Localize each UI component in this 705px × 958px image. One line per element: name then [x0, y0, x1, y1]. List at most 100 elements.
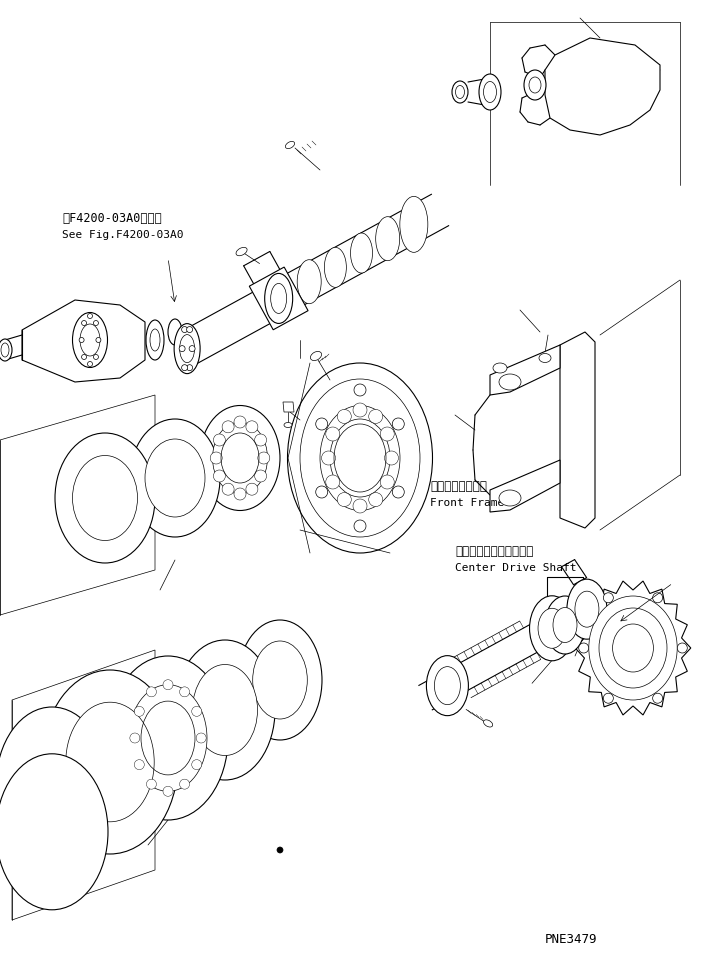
Polygon shape: [22, 300, 145, 382]
Ellipse shape: [130, 419, 220, 537]
Circle shape: [134, 760, 145, 769]
Circle shape: [189, 346, 195, 352]
Ellipse shape: [212, 422, 267, 494]
Ellipse shape: [108, 656, 228, 820]
Text: センタドライブシャフト: センタドライブシャフト: [455, 545, 534, 558]
Circle shape: [392, 486, 404, 498]
Text: フロントフレーム: フロントフレーム: [430, 480, 487, 493]
Ellipse shape: [288, 363, 432, 553]
Ellipse shape: [192, 665, 257, 756]
Polygon shape: [545, 38, 660, 135]
Ellipse shape: [66, 702, 154, 822]
Ellipse shape: [400, 196, 428, 252]
Circle shape: [192, 760, 202, 769]
Ellipse shape: [174, 324, 200, 374]
Ellipse shape: [499, 374, 521, 390]
Circle shape: [653, 593, 663, 603]
Circle shape: [316, 486, 328, 498]
Ellipse shape: [589, 596, 678, 700]
Circle shape: [246, 483, 258, 495]
Circle shape: [337, 409, 351, 423]
Circle shape: [214, 434, 226, 446]
Ellipse shape: [539, 354, 551, 362]
Ellipse shape: [129, 685, 207, 791]
Circle shape: [196, 733, 206, 743]
Ellipse shape: [493, 363, 507, 373]
Circle shape: [255, 434, 266, 446]
Ellipse shape: [150, 329, 160, 351]
Circle shape: [147, 779, 157, 789]
Ellipse shape: [613, 624, 654, 672]
Circle shape: [210, 452, 222, 464]
Ellipse shape: [484, 719, 493, 727]
Circle shape: [182, 365, 188, 371]
Circle shape: [187, 365, 192, 371]
Circle shape: [369, 492, 383, 507]
Ellipse shape: [0, 339, 12, 361]
Circle shape: [603, 593, 613, 603]
Circle shape: [87, 361, 92, 367]
Circle shape: [182, 327, 188, 332]
Ellipse shape: [376, 217, 400, 261]
Ellipse shape: [55, 433, 155, 563]
Circle shape: [603, 694, 613, 703]
Ellipse shape: [80, 324, 100, 356]
Circle shape: [180, 779, 190, 789]
Circle shape: [130, 733, 140, 743]
Circle shape: [79, 337, 84, 343]
Circle shape: [180, 687, 190, 696]
Circle shape: [653, 694, 663, 703]
Ellipse shape: [434, 667, 460, 705]
Circle shape: [354, 520, 366, 532]
Text: See Fig.F4200-03A0: See Fig.F4200-03A0: [62, 230, 183, 240]
Circle shape: [678, 643, 687, 653]
Circle shape: [353, 499, 367, 513]
Polygon shape: [490, 345, 560, 395]
Ellipse shape: [452, 81, 468, 103]
Ellipse shape: [310, 352, 321, 360]
Ellipse shape: [0, 707, 108, 863]
Circle shape: [214, 470, 226, 482]
Circle shape: [82, 321, 87, 326]
Circle shape: [380, 475, 394, 489]
Ellipse shape: [538, 608, 566, 649]
Circle shape: [134, 706, 145, 717]
Circle shape: [258, 452, 270, 464]
Circle shape: [94, 354, 99, 359]
Circle shape: [255, 470, 266, 482]
Polygon shape: [490, 460, 560, 512]
Circle shape: [187, 327, 192, 332]
Polygon shape: [283, 402, 294, 412]
Ellipse shape: [180, 334, 195, 363]
Ellipse shape: [529, 77, 541, 93]
Ellipse shape: [73, 312, 107, 368]
Ellipse shape: [73, 455, 137, 540]
Circle shape: [179, 346, 185, 352]
Circle shape: [163, 787, 173, 796]
Circle shape: [380, 427, 394, 441]
Ellipse shape: [284, 422, 292, 427]
Ellipse shape: [324, 247, 346, 287]
Circle shape: [579, 643, 589, 653]
Ellipse shape: [42, 670, 178, 854]
Circle shape: [326, 475, 340, 489]
Ellipse shape: [575, 591, 599, 627]
Ellipse shape: [455, 85, 465, 99]
Text: 笮F4200-03A0図参照: 笮F4200-03A0図参照: [62, 212, 161, 225]
Ellipse shape: [168, 319, 182, 345]
Ellipse shape: [427, 655, 468, 716]
Circle shape: [337, 492, 351, 507]
Ellipse shape: [146, 320, 164, 360]
Circle shape: [222, 483, 234, 495]
Circle shape: [321, 451, 336, 465]
Circle shape: [326, 427, 340, 441]
Circle shape: [94, 321, 99, 326]
Ellipse shape: [350, 233, 372, 273]
Ellipse shape: [298, 260, 321, 304]
Circle shape: [384, 451, 398, 465]
Circle shape: [369, 409, 383, 423]
Polygon shape: [250, 267, 308, 330]
Ellipse shape: [330, 419, 390, 497]
Circle shape: [96, 337, 101, 343]
Ellipse shape: [484, 81, 496, 103]
